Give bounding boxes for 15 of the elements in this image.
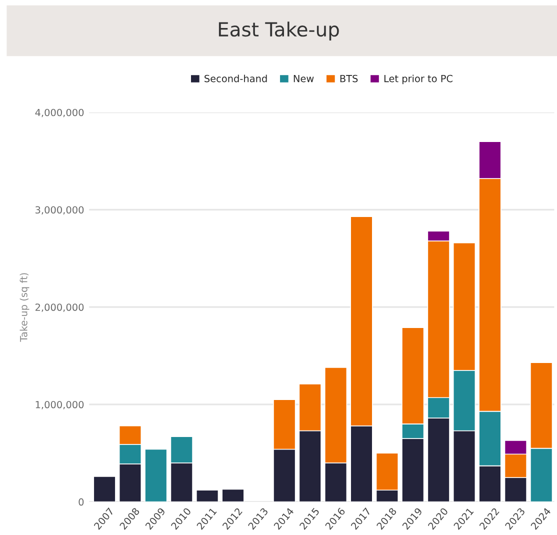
chart-title: East Take-up (218, 22, 339, 40)
legend-label: BTS (340, 74, 358, 82)
y-tick-label: 3,000,000 (36, 206, 84, 215)
legend-label: New (294, 75, 314, 82)
y-axis-title: Take-up (sq ft) (20, 273, 30, 342)
bar (93, 476, 116, 502)
legend-label: Let prior to PC (384, 74, 452, 84)
y-tick-label: 1,000,000 (36, 400, 84, 410)
y-tick-label: 0 (78, 498, 84, 506)
bar (144, 448, 168, 502)
y-tick-label: 4,000,000 (35, 108, 84, 118)
bar (196, 490, 219, 502)
legend-label: Second-hand (204, 74, 267, 82)
y-tick-label: 2,000,000 (35, 304, 84, 312)
bar (222, 488, 244, 502)
